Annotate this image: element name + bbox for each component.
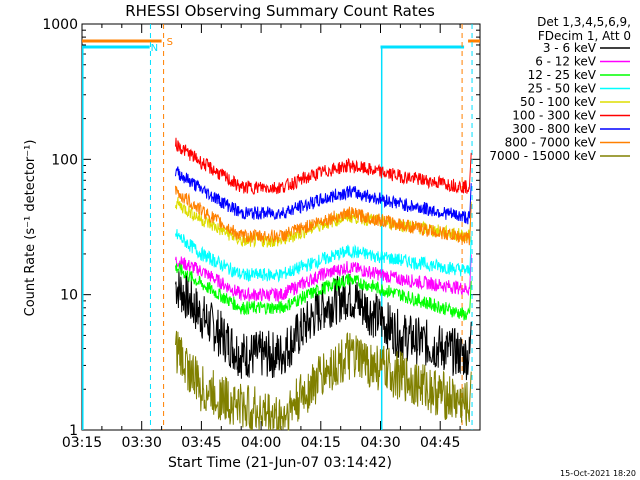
legend-label-1: 6 - 12 keV [535, 55, 597, 69]
series-line-2 [175, 263, 472, 321]
timestamp: 15-Oct-2021 18:20 [560, 469, 636, 478]
y-tick-label: 100 [51, 152, 78, 168]
legend-header-line-1: Det 1,3,4,5,6,9, [537, 15, 631, 29]
x-tick-label: 04:30 [360, 435, 400, 451]
x-tick-label: 03:45 [181, 435, 221, 451]
plot-area: 1 10 100 1000 03:15 03:30 03:45 04:00 04:15 04:30… [42, 17, 481, 451]
series-line-7 [175, 185, 472, 246]
y-tick-label: 1 [69, 423, 78, 439]
series-line-6 [175, 166, 472, 225]
legend-label-4: 50 - 100 keV [520, 95, 597, 109]
legend-label-5: 100 - 300 keV [512, 109, 596, 123]
chart-title: RHESSI Observing Summary Count Rates [125, 2, 435, 20]
legend-label-2: 12 - 25 keV [528, 68, 597, 82]
legend-label-8: 7000 - 15000 keV [489, 149, 596, 163]
x-tick-label: 04:00 [241, 435, 281, 451]
legend-label-7: 800 - 7000 keV [505, 136, 597, 150]
series-line-5 [175, 137, 472, 195]
x-tick-label: 03:30 [122, 435, 162, 451]
x-axis-label: Start Time (21-Jun-07 03:14:42) [168, 455, 392, 471]
legend-header-line-2: FDecim 1, Att 0 [538, 29, 631, 43]
y-tick-label: 1000 [42, 17, 78, 33]
legend-label-0: 3 - 6 keV [543, 41, 597, 55]
legend: Det 1,3,4,5,6,9, FDecim 1, Att 0 3 - 6 k… [489, 15, 631, 163]
x-tick-label: 04:45 [420, 435, 460, 451]
series-line-1 [175, 254, 472, 304]
x-tick-label: 04:15 [301, 435, 341, 451]
y-axis-label: Count Rate (s⁻¹ detector⁻¹) [23, 140, 38, 317]
legend-label-6: 300 - 800 keV [512, 122, 596, 136]
y-tick-label: 10 [60, 288, 78, 304]
saa-flag-label: S [167, 37, 173, 48]
legend-label-3: 25 - 50 keV [528, 82, 597, 96]
series-line-3 [175, 229, 472, 283]
series-line-8 [175, 330, 472, 431]
x-tick-label: 03:15 [62, 435, 102, 451]
night-flag-label: N [151, 43, 158, 54]
series-line-0 [175, 269, 472, 381]
